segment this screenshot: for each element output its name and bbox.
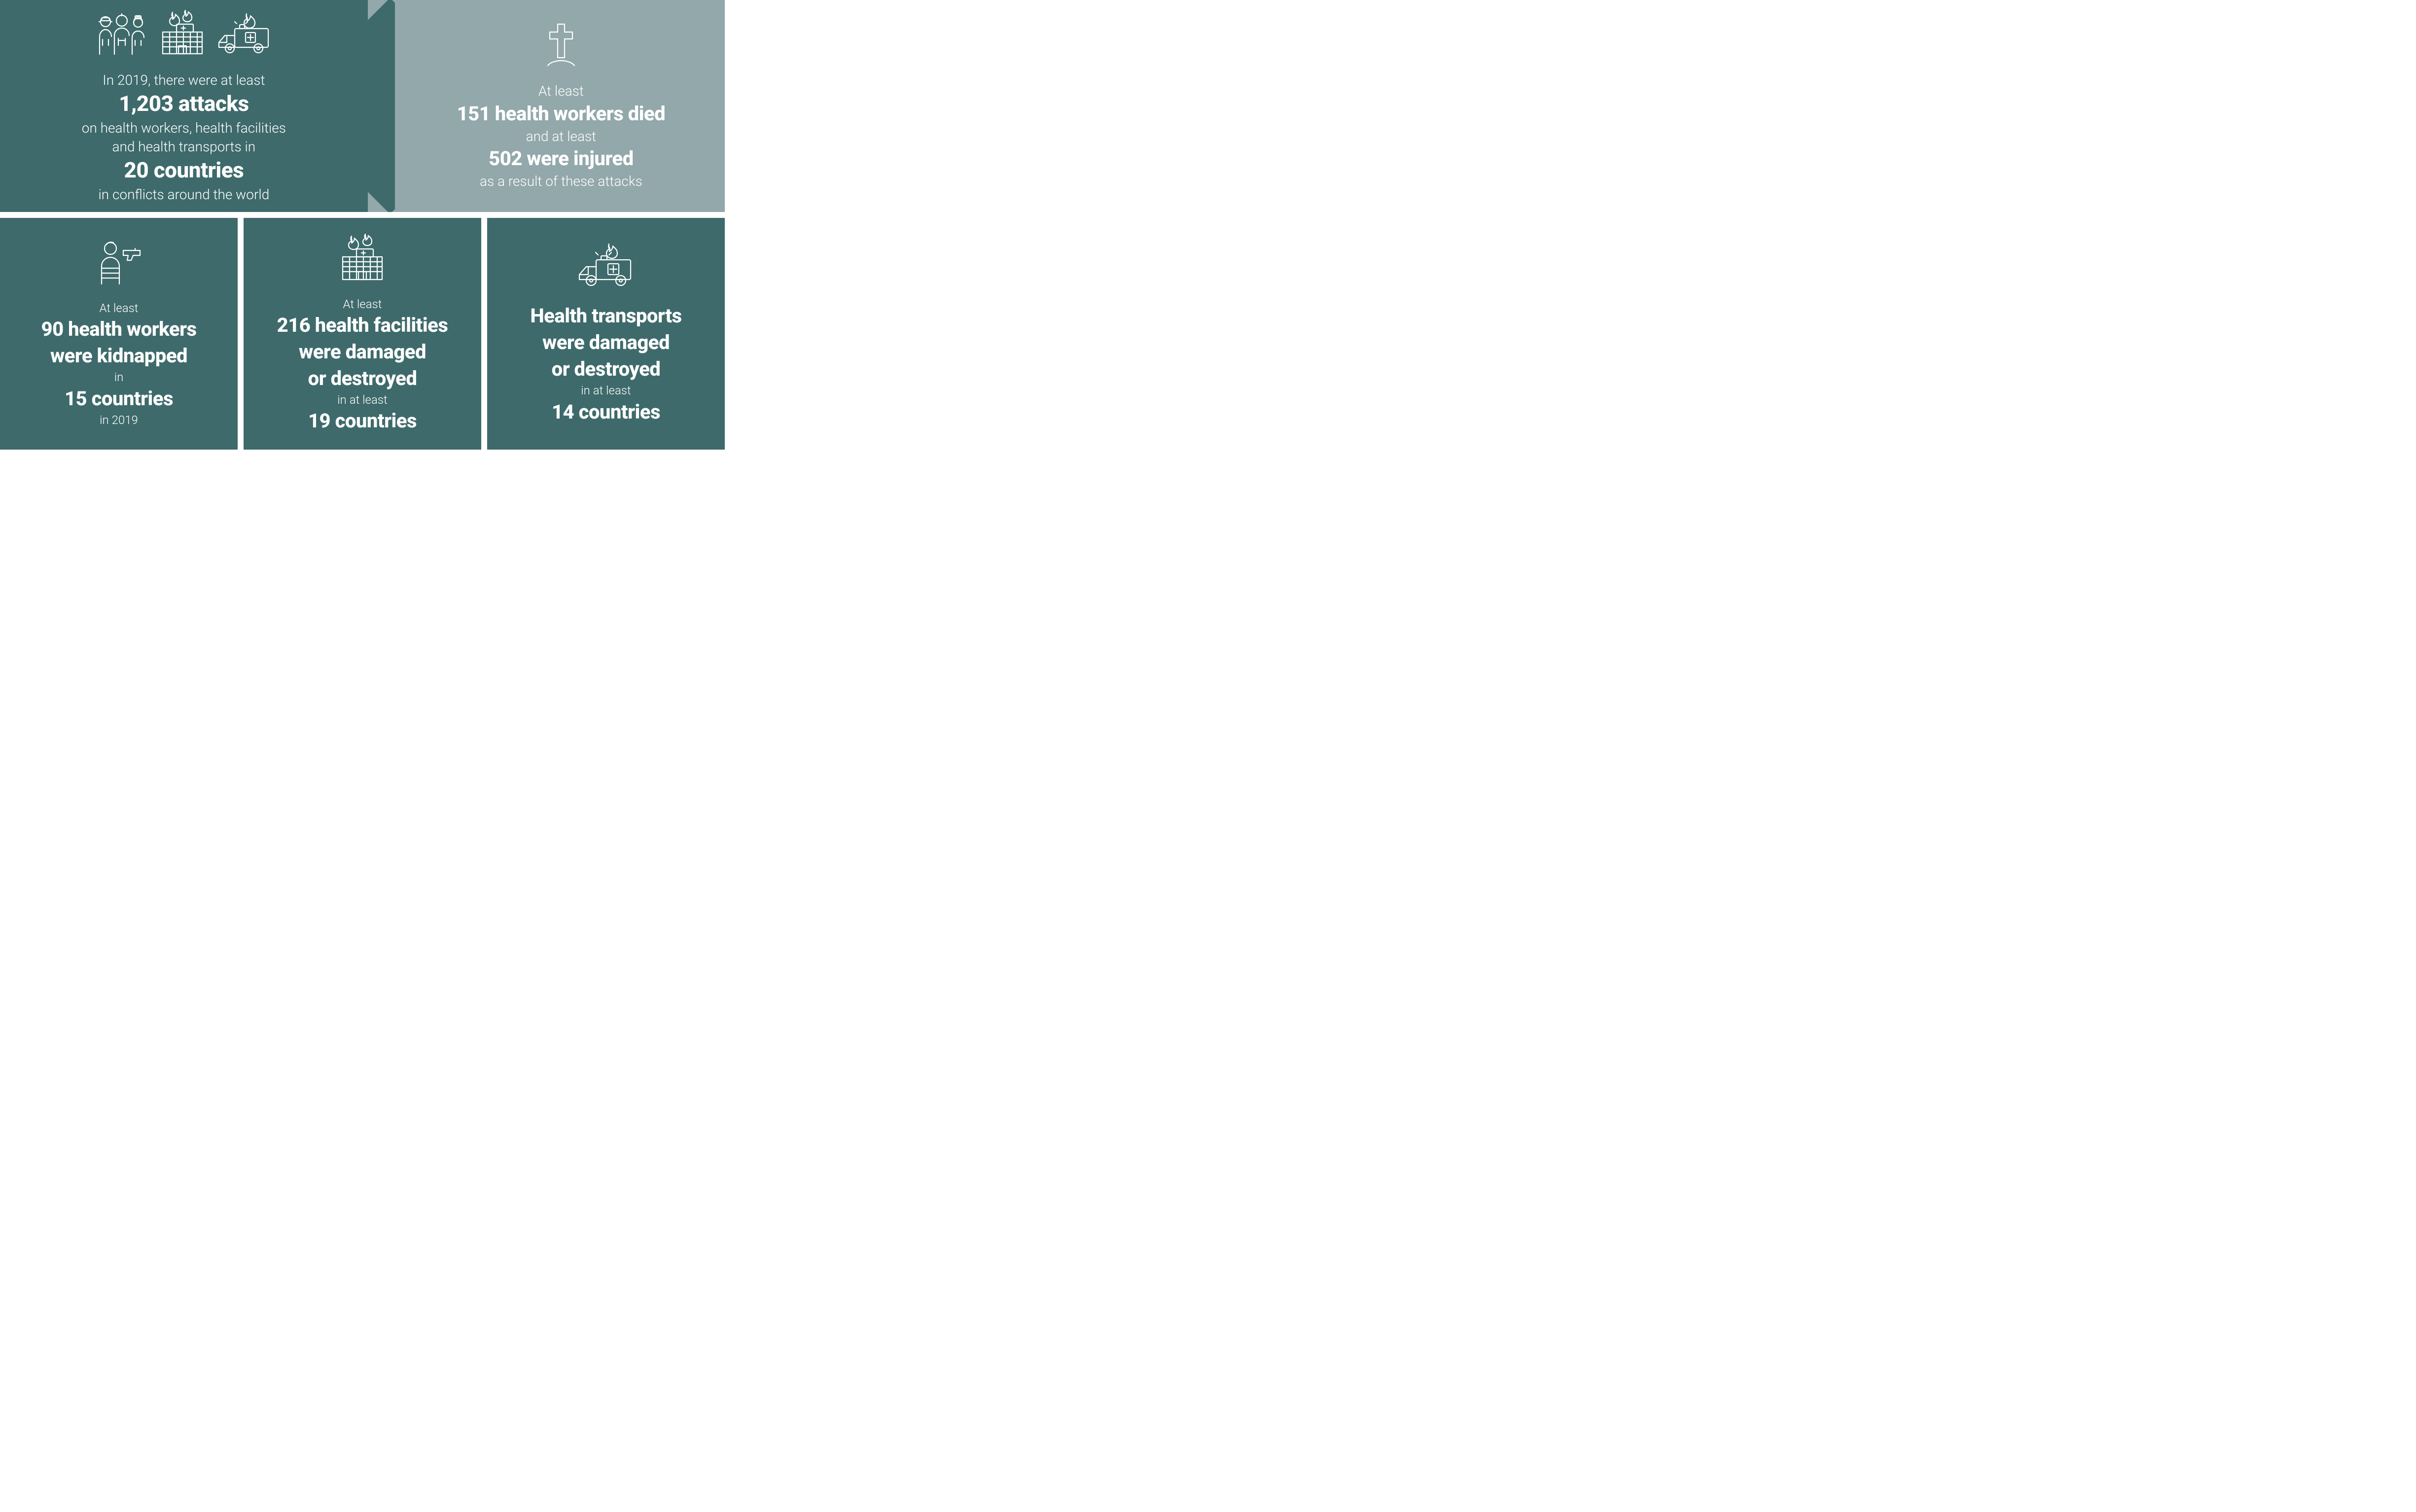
bottom-row: At least 90 health workers were kidnappe… (0, 218, 725, 450)
tra-stat1b: were damaged (530, 329, 681, 356)
burning-hospital-icon (158, 8, 207, 57)
panel-kidnapped-text: At least 90 health workers were kidnappe… (41, 300, 197, 428)
main-stat1: 1,203 attacks (82, 89, 286, 118)
health-workers-icon (95, 11, 149, 57)
tra-line2: in at least (530, 383, 681, 398)
hostage-gun-icon (92, 240, 146, 288)
tra-stat1a: Health transports (530, 303, 681, 329)
panel-facilities: At least 216 health facilities were dama… (244, 218, 481, 450)
main-line3: and health transports in (82, 138, 286, 156)
fac-line2: in at least (277, 392, 448, 408)
main-line4: in conflicts around the world (82, 185, 286, 204)
sec-stat2: 502 were injured (457, 145, 666, 172)
panel-casualties: At least 151 health workers died and at … (368, 0, 725, 212)
kid-stat2: 15 countries (41, 386, 197, 412)
main-stat2: 20 countries (82, 156, 286, 185)
grave-cross-icon (544, 21, 578, 70)
burning-hospital-icon (338, 233, 387, 284)
burning-ambulance-icon (576, 242, 636, 291)
icon-row (95, 8, 273, 57)
fac-stat1c: or destroyed (277, 365, 448, 392)
panel-transports: Health transports were damaged or destro… (487, 218, 725, 450)
kid-stat1b: were kidnapped (41, 343, 197, 369)
secondary-text-block: At least 151 health workers died and at … (457, 82, 666, 191)
panel-attacks-overview: In 2019, there were at least 1,203 attac… (0, 0, 368, 212)
kid-line2: in (41, 369, 197, 385)
fac-stat1a: 216 health facilities (277, 312, 448, 339)
arrow-pointer (341, 0, 395, 212)
top-row: In 2019, there were at least 1,203 attac… (0, 0, 725, 212)
sec-line3: as a result of these attacks (457, 172, 666, 191)
fac-stat2: 19 countries (277, 408, 448, 434)
sec-line1: At least (457, 82, 666, 101)
tra-stat1c: or destroyed (530, 356, 681, 383)
burning-ambulance-icon (216, 11, 273, 57)
panel-kidnapped: At least 90 health workers were kidnappe… (0, 218, 238, 450)
kid-line3: in 2019 (41, 412, 197, 428)
main-line2: on health workers, health facilities (82, 119, 286, 138)
fac-stat1b: were damaged (277, 339, 448, 365)
infographic-container: In 2019, there were at least 1,203 attac… (0, 0, 725, 450)
panel-transports-text: Health transports were damaged or destro… (530, 303, 681, 425)
tra-stat2: 14 countries (530, 399, 681, 425)
main-line1: In 2019, there were at least (82, 71, 286, 90)
main-text-block: In 2019, there were at least 1,203 attac… (82, 71, 286, 204)
sec-line2: and at least (457, 127, 666, 146)
panel-facilities-text: At least 216 health facilities were dama… (277, 296, 448, 435)
fac-line1: At least (277, 296, 448, 312)
sec-stat1: 151 health workers died (457, 101, 666, 127)
kid-stat1a: 90 health workers (41, 316, 197, 343)
kid-line1: At least (41, 300, 197, 316)
